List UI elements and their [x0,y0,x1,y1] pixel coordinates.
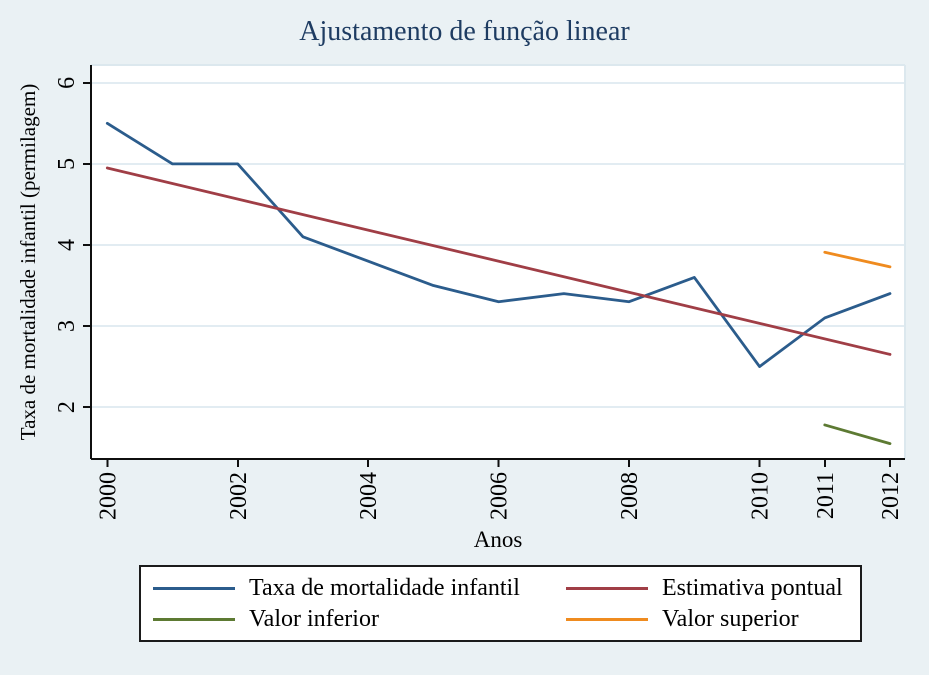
y-tick-label: 3 [54,320,80,332]
x-axis-title: Anos [473,527,523,552]
x-tick-label: 2012 [878,472,904,520]
legend-line-swatch-orange [566,618,648,621]
legend-label: Taxa de mortalidade infantil [249,575,520,601]
x-tick-label: 2000 [95,472,121,520]
legend-line-swatch-navy [153,587,235,590]
legend-label: Valor inferior [249,606,379,632]
x-tick-label: 2006 [487,472,513,520]
y-tick-label: 2 [54,401,80,413]
x-tick-label: 2011 [813,472,839,519]
legend-entry-taxa: Taxa de mortalidade infantil [153,575,566,602]
series-line-0 [105,121,892,368]
chart-title: Ajustamento de função linear [299,16,630,47]
y-tick-label: 5 [54,158,80,170]
legend-label: Valor superior [662,606,799,632]
series-line-3 [823,250,892,269]
legend-line-swatch-maroon [566,587,648,590]
x-tick-label: 2002 [226,472,252,520]
legend-entry-estimativa: Estimativa pontual [566,575,860,602]
legend-label: Estimativa pontual [662,575,843,601]
series-line-2 [823,423,892,445]
y-axis-title: Taxa de mortalidade infantil (permilagem… [16,83,40,441]
x-tick-label: 2010 [748,472,774,520]
y-tick-label: 4 [54,239,80,251]
legend-entry-inferior: Valor inferior [153,606,566,633]
legend-line-swatch-green [153,618,235,621]
series-line-1 [105,166,892,356]
y-tick-label: 6 [54,77,80,89]
x-tick-label: 2004 [356,472,382,520]
x-tick-label: 2008 [617,472,643,520]
legend-entry-superior: Valor superior [566,606,860,633]
legend: Taxa de mortalidade infantil Estimativa … [139,565,862,642]
